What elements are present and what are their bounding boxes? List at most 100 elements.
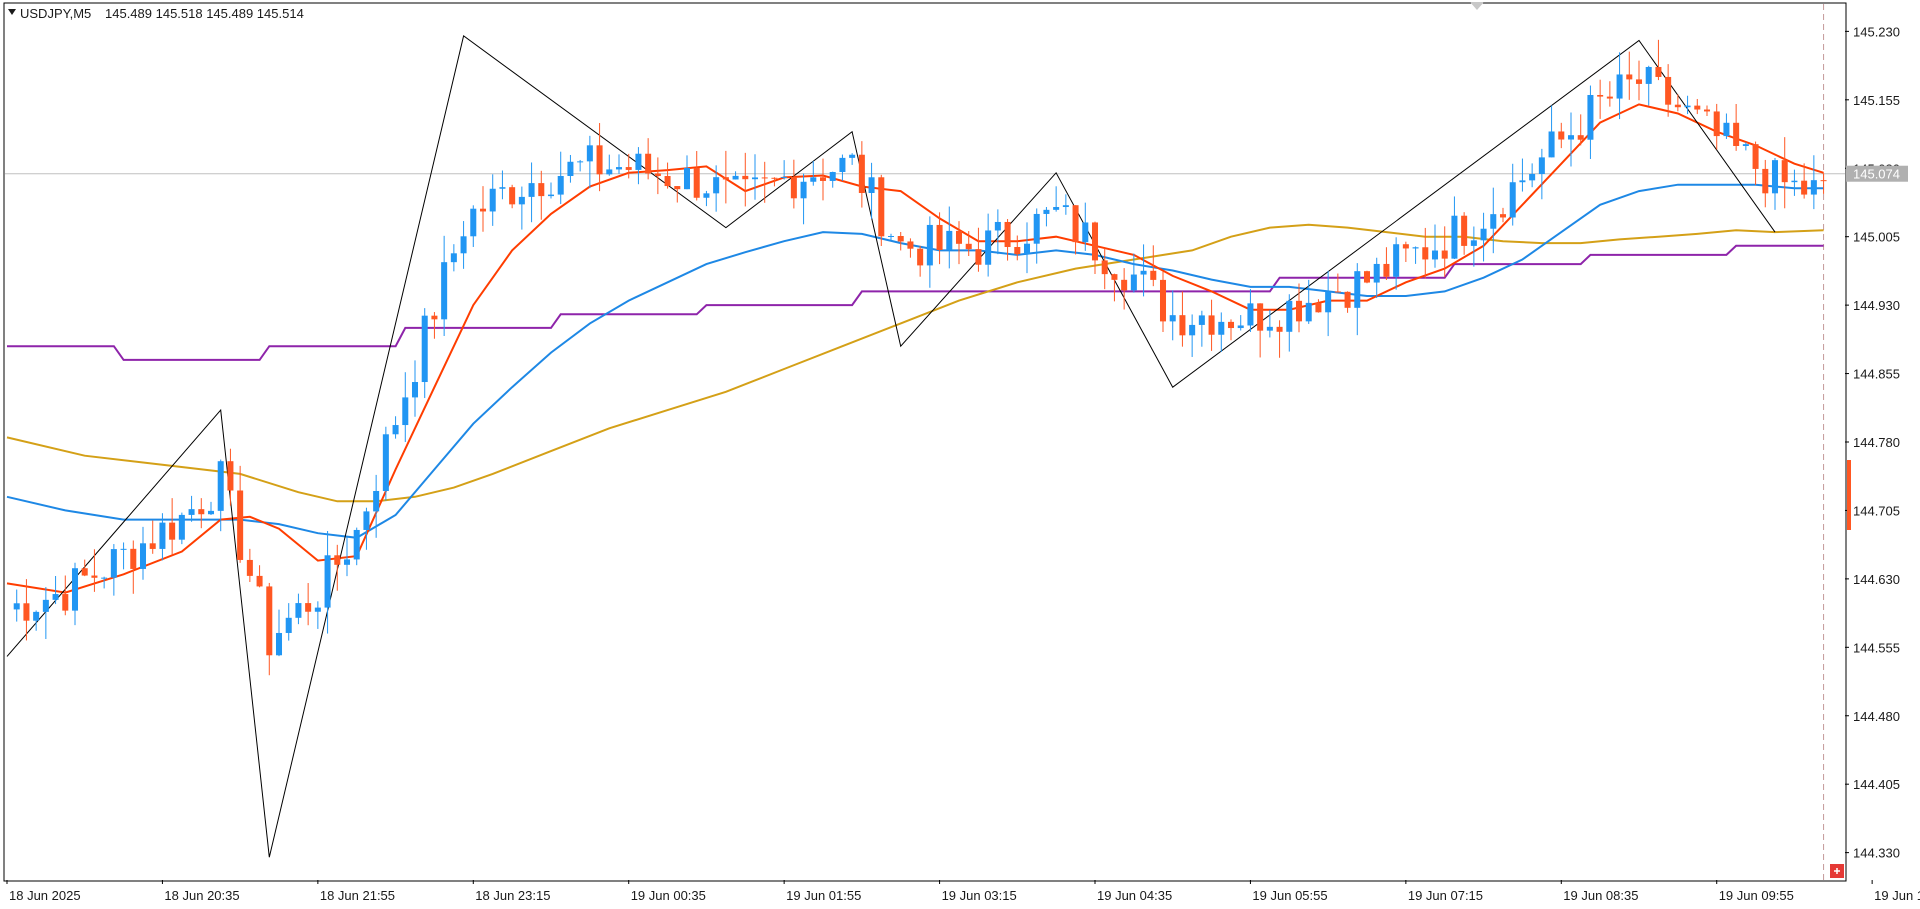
y-tick-label: 144.930 — [1853, 298, 1900, 313]
candle — [1422, 227, 1429, 279]
candle — [1762, 159, 1769, 208]
candle-body — [946, 230, 953, 250]
candle — [1237, 315, 1244, 331]
candle — [1402, 241, 1409, 263]
candle-body — [1198, 315, 1205, 325]
candle-body — [1334, 291, 1341, 293]
candle — [518, 186, 525, 230]
candle-body — [1723, 122, 1730, 137]
candle — [635, 147, 642, 185]
candle — [1723, 113, 1730, 139]
candle-body — [518, 196, 525, 205]
candle-body — [1169, 315, 1176, 322]
x-tick-label: 19 Jun 04:35 — [1097, 888, 1172, 903]
candle — [586, 135, 593, 189]
candle — [256, 565, 263, 588]
candle-body — [470, 208, 477, 237]
candle-body — [1529, 174, 1536, 181]
candle — [1626, 51, 1633, 100]
candle-body — [1393, 244, 1400, 277]
candle-body — [839, 157, 846, 173]
candle-body — [1587, 94, 1594, 140]
candle — [411, 360, 419, 417]
candle-body — [1315, 302, 1322, 313]
y-tick-label: 144.780 — [1853, 435, 1900, 450]
candle-body — [878, 177, 885, 237]
chart-shift-marker-icon — [1470, 2, 1484, 10]
candle — [421, 308, 428, 399]
candle — [1004, 219, 1011, 261]
candle — [1801, 163, 1808, 199]
y-tick-label: 145.005 — [1853, 230, 1900, 245]
candle-body — [1742, 144, 1749, 147]
candle-body — [1810, 180, 1817, 195]
candle — [1286, 294, 1293, 352]
candle-body — [52, 594, 59, 600]
candle-body — [1519, 180, 1526, 183]
candle — [1393, 237, 1400, 290]
candle-body — [1645, 66, 1652, 84]
candle — [266, 582, 273, 676]
candle — [1315, 299, 1322, 313]
candle-body — [1801, 180, 1808, 195]
candle — [810, 161, 817, 186]
candle — [955, 221, 963, 265]
plus-icon[interactable] — [1830, 864, 1844, 878]
candle — [13, 589, 20, 622]
candle — [120, 542, 127, 570]
spread-indicator-bar — [1847, 460, 1851, 530]
candle — [499, 170, 506, 200]
candle — [1325, 271, 1332, 337]
candle — [917, 245, 924, 277]
candle-body — [742, 175, 749, 180]
candle-body — [547, 194, 555, 197]
candle-body — [858, 154, 865, 193]
candle-body — [188, 509, 195, 515]
candle-body — [1820, 180, 1827, 182]
candle — [713, 165, 720, 212]
candle-body — [528, 183, 535, 197]
candle-body — [1227, 321, 1235, 329]
chart-header: USDJPY,M5 145.489 145.518 145.489 145.51… — [8, 6, 304, 21]
candle — [1101, 248, 1108, 290]
candle-body — [178, 514, 185, 540]
candle-body — [1159, 279, 1167, 322]
candle — [149, 520, 156, 554]
candle — [1159, 271, 1167, 332]
candle — [295, 593, 302, 625]
candle — [1451, 196, 1458, 260]
y-tick-label: 144.480 — [1853, 709, 1900, 724]
candle-body — [722, 177, 729, 180]
axes: 145.230145.155145.080145.005144.930144.8… — [6, 24, 1920, 903]
ema-slow-line — [6, 223, 1824, 503]
candle — [547, 182, 555, 199]
candle — [275, 609, 283, 657]
candle-body — [829, 172, 836, 181]
x-tick-label: 18 Jun 21:55 — [320, 888, 395, 903]
x-tick-label: 19 Jun 03:15 — [942, 888, 1017, 903]
candle-body — [771, 177, 778, 179]
candle-body — [81, 568, 88, 576]
candle-body — [1597, 94, 1604, 97]
candlestick-series — [13, 39, 1827, 676]
candle — [1354, 263, 1361, 336]
candle — [1383, 247, 1390, 281]
candle — [246, 548, 253, 583]
candle-body — [1266, 326, 1273, 331]
candle — [1558, 122, 1565, 149]
x-tick-label: 19 Jun 05:55 — [1252, 888, 1327, 903]
candle — [450, 244, 457, 272]
candle-body — [975, 249, 982, 265]
candle — [1742, 142, 1749, 151]
candle-body — [1033, 213, 1040, 244]
candle — [693, 151, 700, 201]
candle — [402, 372, 409, 442]
candle — [1713, 103, 1720, 150]
candle — [975, 227, 982, 272]
candle-body — [1091, 222, 1099, 261]
candle — [1072, 205, 1079, 255]
candle — [839, 154, 846, 181]
candle — [1373, 257, 1380, 299]
